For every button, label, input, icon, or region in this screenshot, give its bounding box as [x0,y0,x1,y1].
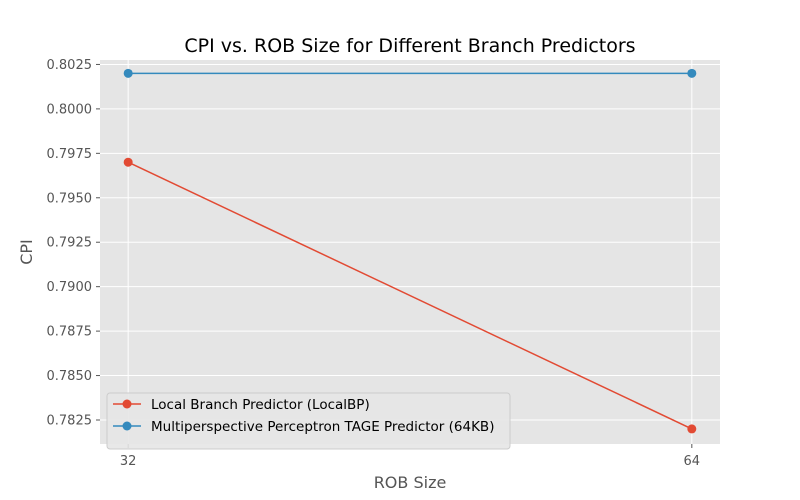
series-line [127,161,693,430]
legend-swatch-marker [122,399,132,409]
legend-box [106,392,511,450]
series-layer [123,68,697,434]
data-point [123,68,133,78]
data-point [123,157,133,167]
y-tick-label: 0.8000 [47,102,93,117]
y-tick-label: 0.7975 [47,147,93,162]
y-tick-label: 0.7900 [47,280,93,295]
legend-swatch-marker [122,421,132,431]
y-tick-label: 0.7950 [47,191,93,206]
y-tick-label: 0.8025 [47,58,93,73]
y-tick-label: 0.7925 [47,236,93,251]
data-point [687,68,697,78]
chart-title: CPI vs. ROB Size for Different Branch Pr… [184,35,635,57]
data-point [687,424,697,434]
y-tick-label: 0.7875 [47,325,93,340]
x-tick-label: 64 [684,454,701,469]
y-tick-label: 0.7825 [47,414,93,429]
y-axis-label: CPI [17,239,36,265]
x-axis-label: ROB Size [374,473,447,492]
axis-ticks: 0.7825 0.7850 0.7875 0.7900 0.7925 0.7950 0.79… [47,58,701,469]
y-tick-label: 0.7850 [47,369,93,384]
x-tick-label: 32 [120,454,137,469]
legend-label: Local Branch Predictor (LocalBP) [151,397,370,413]
legend: Local Branch Predictor (LocalBP) Multiper… [106,392,511,450]
plot-area [100,60,720,444]
legend-label: Multiperspective Perceptron TAGE Predict… [151,419,494,435]
